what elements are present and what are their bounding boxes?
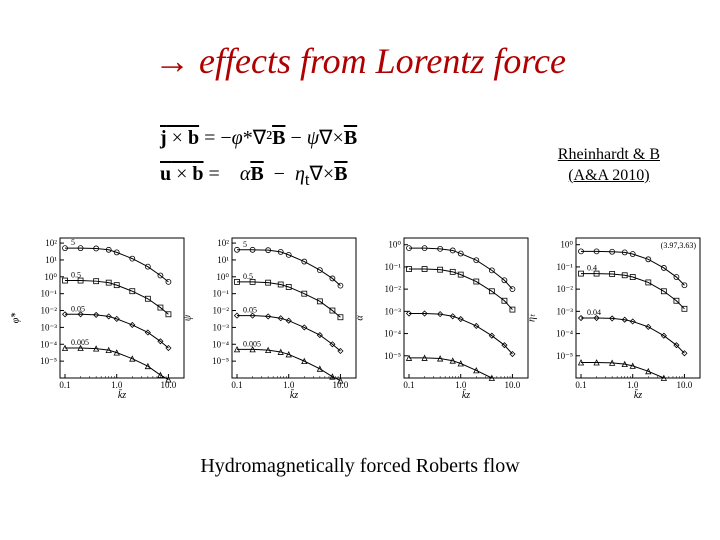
svg-text:10.0: 10.0 bbox=[333, 380, 349, 390]
svg-text:0.4: 0.4 bbox=[587, 264, 597, 273]
svg-text:0.1: 0.1 bbox=[575, 380, 586, 390]
svg-text:10¹: 10¹ bbox=[45, 255, 57, 265]
svg-text:0.1: 0.1 bbox=[231, 380, 242, 390]
svg-text:1.0: 1.0 bbox=[111, 380, 123, 390]
equation-2: u × b = αB − ηt∇×B bbox=[160, 156, 357, 195]
citation: Rheinhardt & B (A&A 2010) bbox=[558, 145, 660, 187]
svg-text:10⁻⁴: 10⁻⁴ bbox=[384, 329, 401, 339]
svg-text:10.0: 10.0 bbox=[677, 380, 693, 390]
svg-text:k̄z: k̄z bbox=[634, 389, 642, 400]
svg-text:0.05: 0.05 bbox=[243, 306, 257, 315]
svg-text:0.1: 0.1 bbox=[59, 380, 70, 390]
svg-text:0.1: 0.1 bbox=[403, 380, 414, 390]
svg-text:10.0: 10.0 bbox=[161, 380, 177, 390]
svg-text:0.005: 0.005 bbox=[71, 338, 89, 347]
svg-text:10⁻²: 10⁻² bbox=[557, 284, 574, 294]
svg-text:10⁻⁴: 10⁻⁴ bbox=[556, 329, 573, 339]
svg-text:1.0: 1.0 bbox=[455, 380, 467, 390]
svg-text:10⁻⁵: 10⁻⁵ bbox=[556, 351, 573, 361]
svg-text:10⁰: 10⁰ bbox=[560, 240, 573, 250]
svg-text:10⁻³: 10⁻³ bbox=[41, 322, 58, 332]
ylabel-3: η̃ₜ bbox=[527, 314, 538, 322]
ylabel-2: α̃ bbox=[355, 315, 366, 320]
svg-text:5: 5 bbox=[243, 240, 247, 249]
svg-text:10⁰: 10⁰ bbox=[216, 272, 229, 282]
svg-text:0.04: 0.04 bbox=[587, 308, 601, 317]
arrow-icon: → bbox=[154, 40, 190, 81]
svg-text:10⁻¹: 10⁻¹ bbox=[213, 289, 230, 299]
citation-line-1: Rheinhardt & B bbox=[558, 146, 660, 163]
svg-text:10⁻⁵: 10⁻⁵ bbox=[212, 356, 229, 366]
svg-text:10²: 10² bbox=[45, 238, 57, 248]
svg-text:1.0: 1.0 bbox=[283, 380, 295, 390]
chart-panel-1: 0.1 1.0 10.0 10⁻⁵ 10⁻⁴ 10⁻³ 10⁻² 10⁻¹ 10⁰ 10¹ 10² k… bbox=[202, 230, 362, 400]
ylabel-0: φ̃* bbox=[11, 312, 22, 323]
caption: Hydromagnetically forced Roberts flow bbox=[0, 455, 720, 478]
svg-text:10⁰: 10⁰ bbox=[388, 240, 401, 250]
svg-text:10⁻²: 10⁻² bbox=[385, 284, 402, 294]
svg-text:10⁻¹: 10⁻¹ bbox=[557, 262, 574, 272]
svg-text:0.05: 0.05 bbox=[71, 304, 85, 313]
svg-text:10⁻²: 10⁻² bbox=[213, 306, 230, 316]
svg-text:10⁻⁵: 10⁻⁵ bbox=[40, 356, 57, 366]
equation-1: j × b = −φ*∇²B − ψ∇×B bbox=[160, 120, 357, 156]
svg-text:1.0: 1.0 bbox=[627, 380, 639, 390]
svg-text:10⁻¹: 10⁻¹ bbox=[41, 289, 58, 299]
svg-text:(3.97,3.63): (3.97,3.63) bbox=[661, 241, 697, 250]
slide-title: → effects from Lorentz force bbox=[0, 40, 720, 82]
chart-panel-0: 0.1 1.0 10.0 10⁻⁵ 10⁻⁴ 10⁻³ 10⁻² 10⁻¹ 10⁰ 10¹ 10² k… bbox=[30, 230, 190, 400]
svg-text:10⁻²: 10⁻² bbox=[41, 306, 58, 316]
svg-text:10⁻³: 10⁻³ bbox=[385, 306, 402, 316]
chart-panels: 0.1 1.0 10.0 10⁻⁵ 10⁻⁴ 10⁻³ 10⁻² 10⁻¹ 10⁰ 10¹ 10² k… bbox=[30, 230, 706, 405]
svg-text:10⁻³: 10⁻³ bbox=[213, 322, 230, 332]
svg-text:5: 5 bbox=[71, 238, 75, 247]
svg-text:10²: 10² bbox=[217, 238, 229, 248]
svg-text:10⁰: 10⁰ bbox=[44, 272, 57, 282]
svg-text:k̄z: k̄z bbox=[118, 389, 126, 400]
chart-panel-3: 0.1 1.0 10.0 10⁻⁵ 10⁻⁴ 10⁻³ 10⁻² 10⁻¹ 10⁰ k̄z 0.4 0… bbox=[546, 230, 706, 400]
equations-block: j × b = −φ*∇²B − ψ∇×B u × b = αB − ηt∇×B bbox=[160, 120, 357, 195]
svg-text:10⁻³: 10⁻³ bbox=[557, 306, 574, 316]
svg-text:0.5: 0.5 bbox=[71, 271, 81, 280]
svg-text:k̄z: k̄z bbox=[462, 389, 470, 400]
svg-text:10¹: 10¹ bbox=[217, 255, 229, 265]
svg-text:10⁻⁵: 10⁻⁵ bbox=[384, 351, 401, 361]
svg-text:0.005: 0.005 bbox=[243, 339, 261, 348]
svg-text:0.5: 0.5 bbox=[243, 272, 253, 281]
svg-text:k̄z: k̄z bbox=[290, 389, 298, 400]
ylabel-1: ψ̃ bbox=[183, 314, 194, 320]
svg-text:10⁻¹: 10⁻¹ bbox=[385, 262, 402, 272]
chart-panel-2: 0.1 1.0 10.0 10⁻⁵ 10⁻⁴ 10⁻³ 10⁻² 10⁻¹ 10⁰ k̄z bbox=[374, 230, 534, 400]
svg-text:10⁻⁴: 10⁻⁴ bbox=[40, 339, 57, 349]
title-text: effects from Lorentz force bbox=[190, 41, 566, 81]
svg-text:10.0: 10.0 bbox=[505, 380, 521, 390]
svg-text:10⁻⁴: 10⁻⁴ bbox=[212, 339, 229, 349]
citation-line-2: (A&A 2010) bbox=[568, 167, 649, 184]
